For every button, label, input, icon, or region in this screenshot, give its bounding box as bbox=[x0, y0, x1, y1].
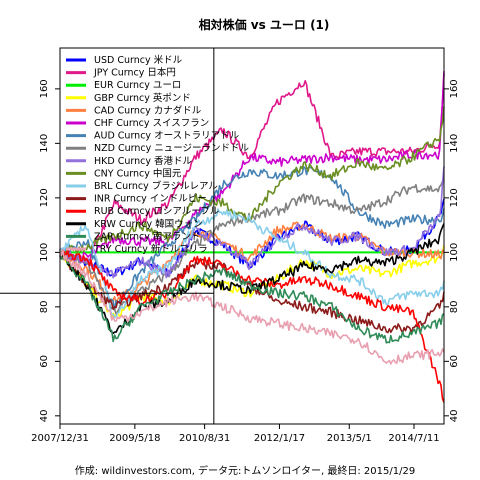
series-line-15 bbox=[59, 248, 445, 365]
plot-area: 40 40 60 60 80 80 100 100 120 120 140 140 160 160 2007… bbox=[0, 47, 460, 444]
legend-label-5: CHF Curncy スイスフラン bbox=[94, 118, 209, 129]
series-line-9 bbox=[59, 106, 445, 256]
y-tick-label-right: 80 bbox=[449, 300, 460, 313]
y-tick-label-left: 140 bbox=[39, 134, 50, 153]
y-tick-label-right: 140 bbox=[449, 134, 460, 153]
plot-frame bbox=[59, 47, 445, 425]
y-tick-label-right: 40 bbox=[449, 409, 460, 422]
legend-label-11: INR Curncy インドルピー bbox=[94, 194, 207, 205]
series-line-3 bbox=[59, 244, 445, 319]
legend-label-3: GBP Curncy 英ポンド bbox=[94, 92, 191, 104]
chart-footer: 作成: wildinvestors.com, データ元:トムソンロイター, 最終… bbox=[75, 464, 415, 477]
series-line-10 bbox=[59, 208, 445, 319]
legend-label-0: USD Curncy 米ドル bbox=[94, 54, 183, 66]
x-tick-label: 2009/5/18 bbox=[109, 433, 160, 444]
y-tick-label-right: 100 bbox=[449, 243, 460, 262]
legend-label-7: NZD Curncy ニュージーランドドル bbox=[94, 143, 250, 154]
y-tick-label-left: 40 bbox=[39, 409, 50, 422]
legend-label-2: EUR Curncy ユーロ bbox=[94, 80, 181, 91]
y-tick-label-left: 60 bbox=[39, 355, 50, 368]
y-tick-label-right: 160 bbox=[449, 79, 460, 98]
legend-label-9: CNY Curncy 中国元 bbox=[94, 167, 182, 179]
legend-label-14: ZAR Curncy 南アランド bbox=[94, 230, 200, 242]
legend-label-6: AUD Curncy オーストラリアドル bbox=[94, 131, 240, 142]
x-tick-label: 2012/1/17 bbox=[254, 433, 305, 444]
y-tick-label-right: 60 bbox=[449, 355, 460, 368]
x-tick-label: 2010/8/31 bbox=[179, 433, 230, 444]
chart-title: 相対株価 vs ユーロ (1) bbox=[199, 17, 330, 32]
y-tick-label-left: 80 bbox=[39, 300, 50, 313]
legend-label-4: CAD Curncy カナダドル bbox=[94, 104, 202, 116]
legend-label-12: RUB Curncy ロシアルーブル bbox=[94, 205, 220, 217]
x-tick-label: 2007/12/31 bbox=[31, 433, 89, 444]
legend-label-13: KRW Curncy 韓国ウォン bbox=[94, 219, 203, 230]
y-tick-label-left: 120 bbox=[39, 188, 50, 207]
y-tick-label-left: 160 bbox=[39, 79, 50, 98]
y-tick-label-left: 100 bbox=[39, 243, 50, 262]
legend-label-8: HKD Curncy 香港ドル bbox=[94, 155, 192, 167]
legend-label-1: JPY Curncy 日本円 bbox=[93, 67, 176, 79]
series-line-5 bbox=[59, 71, 445, 263]
x-tick-label: 2013/5/1 bbox=[327, 433, 372, 444]
series-line-12 bbox=[59, 248, 445, 403]
y-tick-label-right: 120 bbox=[449, 188, 460, 207]
legend-label-10: BRL Curncy ブラジルレアル bbox=[94, 180, 218, 192]
legend-label-15: TRY Curncy 新トルコリラ bbox=[93, 243, 208, 255]
series-line-14 bbox=[59, 254, 445, 344]
series-line-8 bbox=[59, 166, 445, 279]
x-tick-label: 2014/7/11 bbox=[388, 433, 439, 444]
